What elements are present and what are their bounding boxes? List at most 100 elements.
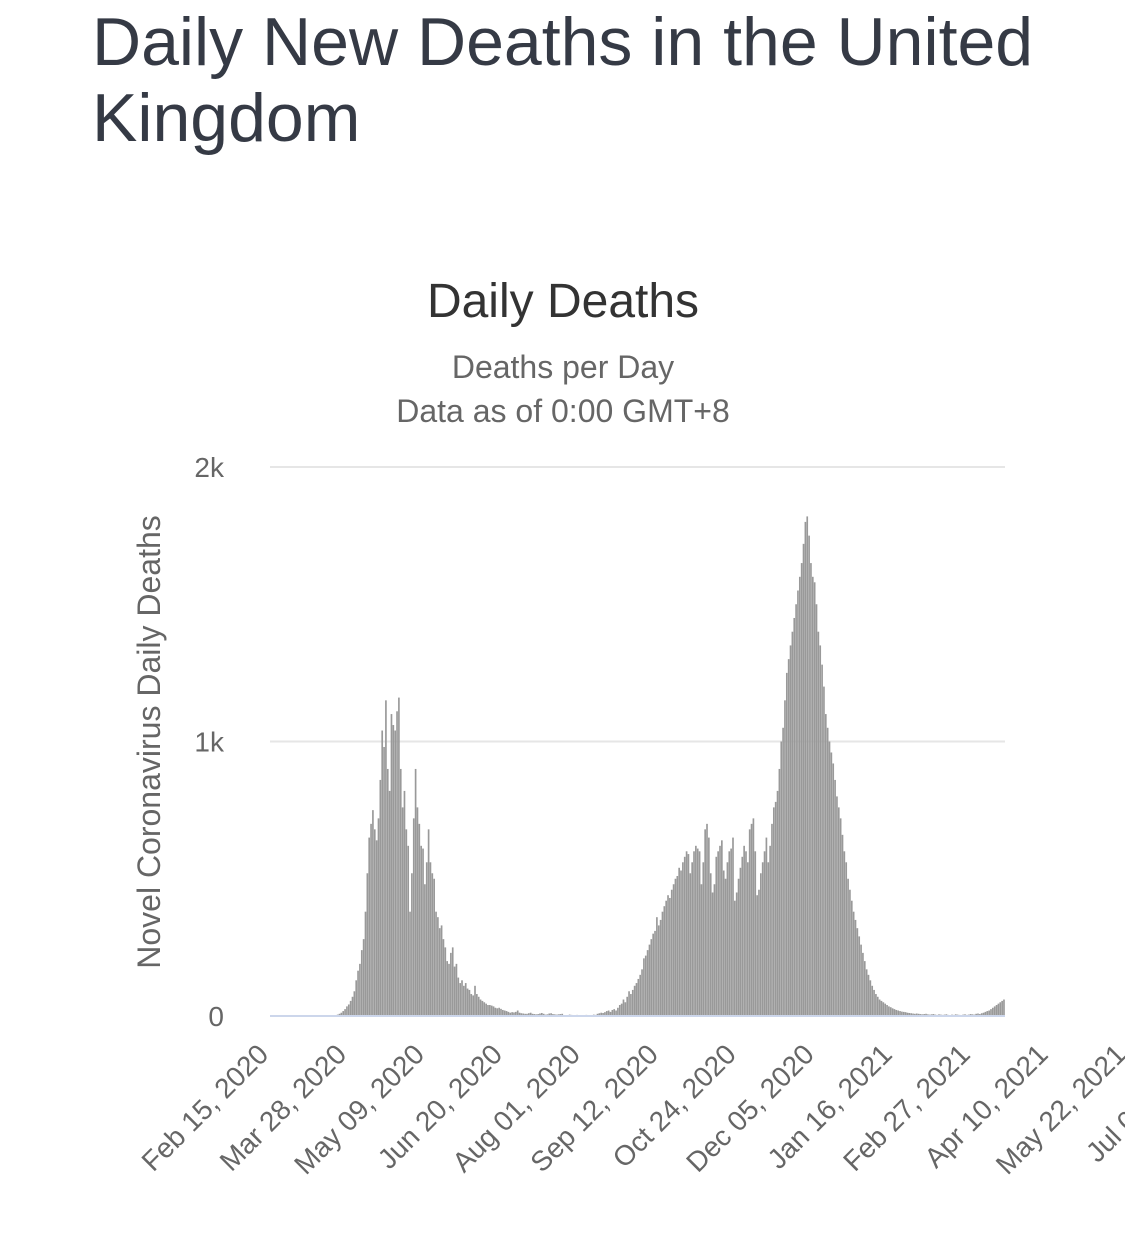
bar xyxy=(856,928,859,1016)
bar xyxy=(498,1007,500,1016)
bar xyxy=(685,851,688,1016)
bar xyxy=(357,970,359,1016)
bar xyxy=(643,958,645,1016)
bar xyxy=(689,873,692,1016)
bar xyxy=(598,1013,601,1016)
bar xyxy=(386,768,389,1016)
bar xyxy=(381,730,384,1016)
bar xyxy=(982,1012,985,1016)
bar xyxy=(342,1011,345,1016)
bar xyxy=(895,1009,898,1016)
bar xyxy=(832,763,835,1016)
bar xyxy=(992,1007,994,1016)
bar xyxy=(778,768,781,1016)
bar xyxy=(917,1013,920,1016)
bar xyxy=(791,631,794,1016)
bar xyxy=(830,752,833,1016)
bar xyxy=(914,1013,916,1016)
bar xyxy=(752,818,755,1016)
bar xyxy=(683,856,686,1016)
bar xyxy=(901,1011,903,1016)
bar xyxy=(787,659,790,1016)
bar xyxy=(646,950,649,1016)
bar xyxy=(811,576,814,1016)
bar xyxy=(984,1011,987,1016)
bar xyxy=(372,810,374,1017)
bar xyxy=(765,837,768,1016)
bar xyxy=(602,1012,604,1016)
bar xyxy=(654,930,656,1016)
bar xyxy=(399,768,402,1016)
bar xyxy=(771,823,773,1016)
bar xyxy=(479,999,482,1016)
bar xyxy=(531,1013,534,1016)
bar xyxy=(884,1003,887,1016)
bar xyxy=(678,867,680,1016)
bar xyxy=(845,862,848,1016)
bar xyxy=(696,848,699,1016)
bar xyxy=(767,862,770,1016)
bar xyxy=(873,989,875,1016)
bar xyxy=(520,1013,523,1016)
bar xyxy=(850,900,853,1016)
bar xyxy=(891,1008,894,1016)
bar xyxy=(639,974,642,1016)
bar xyxy=(793,617,796,1016)
bar xyxy=(539,1013,541,1016)
bar xyxy=(693,851,695,1016)
bar xyxy=(377,818,380,1016)
bar xyxy=(496,1008,499,1016)
bar xyxy=(860,944,862,1016)
bar xyxy=(672,884,675,1016)
bar xyxy=(902,1011,905,1016)
bar xyxy=(862,952,864,1016)
bar xyxy=(880,1000,883,1016)
bar xyxy=(841,834,844,1016)
bar xyxy=(468,989,471,1016)
bar xyxy=(503,1010,506,1016)
bar xyxy=(427,829,430,1016)
bar xyxy=(477,996,480,1016)
bar xyxy=(910,1013,913,1016)
bar xyxy=(754,851,757,1016)
bar xyxy=(472,995,474,1016)
bar xyxy=(440,925,443,1016)
bar xyxy=(529,1012,532,1016)
bar xyxy=(401,807,404,1016)
bar xyxy=(763,851,766,1016)
bar xyxy=(622,999,625,1016)
bar xyxy=(500,1008,502,1016)
bar xyxy=(869,980,872,1016)
page-title: Daily New Deaths in the United Kingdom xyxy=(92,4,1034,156)
bar xyxy=(425,862,428,1016)
bar xyxy=(802,543,805,1016)
bar xyxy=(886,1005,888,1016)
bar xyxy=(756,895,758,1016)
bar xyxy=(637,978,640,1016)
bar xyxy=(344,1009,346,1016)
bar xyxy=(808,535,810,1017)
bar xyxy=(709,873,712,1016)
bar xyxy=(769,845,771,1016)
bar xyxy=(424,884,426,1016)
bar xyxy=(641,969,643,1016)
bar xyxy=(997,1003,1000,1016)
bar xyxy=(813,582,816,1016)
bar xyxy=(741,856,744,1016)
bar xyxy=(745,851,747,1016)
bar xyxy=(418,823,421,1016)
bar xyxy=(670,889,673,1016)
bar xyxy=(737,878,740,1016)
bar xyxy=(470,994,473,1016)
bar xyxy=(617,1007,619,1016)
bar xyxy=(527,1013,530,1016)
bar xyxy=(682,862,684,1016)
bar xyxy=(995,1005,998,1016)
bar xyxy=(888,1006,890,1016)
bar xyxy=(990,1009,992,1016)
bar xyxy=(897,1010,900,1016)
bar xyxy=(722,870,725,1016)
bar xyxy=(437,917,439,1016)
bar xyxy=(717,851,719,1016)
